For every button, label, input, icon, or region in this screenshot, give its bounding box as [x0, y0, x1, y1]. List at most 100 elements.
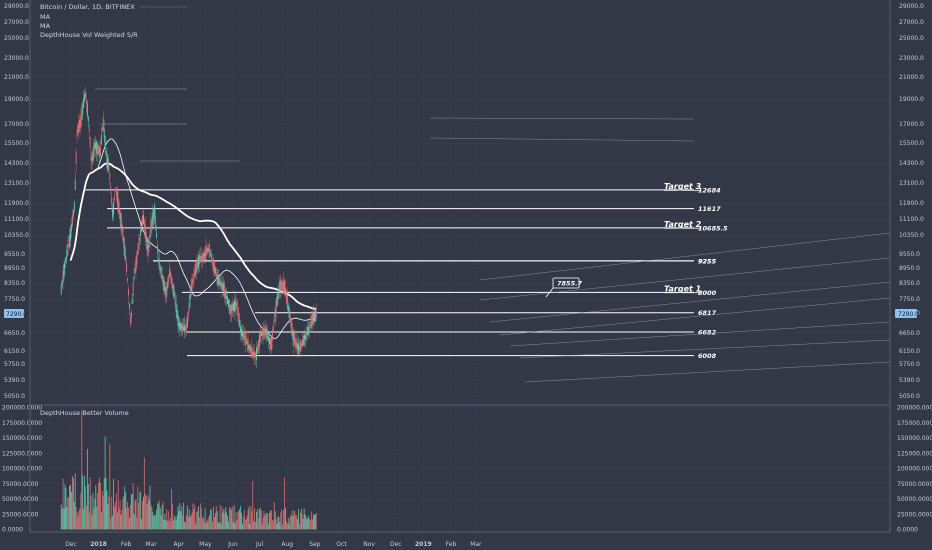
volume-bar: [193, 508, 195, 530]
volume-bar: [290, 515, 292, 530]
volume-bar: [114, 506, 115, 530]
candle-body: [206, 248, 208, 255]
y-tick-label-right: 13100.0: [899, 180, 924, 187]
candle-body: [173, 292, 175, 299]
volume-bar: [152, 511, 154, 530]
volume-bar: [135, 499, 137, 530]
candle-body: [304, 335, 306, 340]
candle-body: [254, 352, 256, 358]
volume-bar: [178, 510, 180, 530]
y-tick-label-right: 21000.0: [899, 74, 924, 81]
volume-bar: [282, 524, 284, 530]
candle-body: [199, 255, 201, 263]
volume-bar: [275, 518, 277, 530]
candle-body: [201, 254, 203, 262]
volume-bar: [307, 517, 309, 530]
candle-body: [299, 345, 300, 351]
candle-body: [130, 313, 132, 318]
volume-bar: [65, 487, 67, 530]
x-tick-label: Sep: [309, 541, 321, 548]
candle-body: [232, 303, 234, 311]
candle-body: [128, 289, 129, 296]
candle-body: [131, 299, 133, 305]
candle-body: [164, 286, 166, 292]
volume-bar: [215, 506, 217, 530]
volume-label[interactable]: DepthHouse Better Volume: [40, 409, 129, 417]
candle-body: [199, 255, 200, 265]
x-tick-label: Mar: [145, 541, 157, 548]
volume-bar: [276, 523, 278, 530]
volume-bar: [177, 506, 179, 530]
candle-body: [202, 253, 204, 262]
volume-bar: [143, 457, 145, 530]
candle-body: [78, 119, 80, 133]
candle-body: [248, 345, 250, 349]
candle-body: [212, 260, 214, 263]
level-value-label: 11617: [698, 205, 721, 213]
volume-bar: [263, 510, 265, 530]
volume-bar: [289, 516, 291, 530]
candle-body: [142, 215, 143, 226]
candle-body: [159, 266, 161, 271]
y-tick-label-left: 9550.0: [4, 251, 25, 258]
volume-bar: [185, 515, 187, 530]
volume-bar: [145, 495, 147, 530]
candle-body: [86, 103, 88, 116]
ma-slow-line: [69, 162, 317, 310]
legend-ma-1[interactable]: MA: [40, 13, 51, 21]
volume-bar: [141, 519, 143, 530]
candle-body: [172, 284, 174, 297]
volume-bar: [252, 480, 254, 530]
candle-body: [73, 202, 75, 212]
volume-bar: [185, 522, 186, 530]
volume-bar: [264, 515, 266, 530]
candle-body: [278, 289, 280, 293]
volume-bar: [186, 505, 188, 530]
volume-bar: [188, 509, 190, 530]
y-tick-label-right: 10350.0: [899, 232, 924, 239]
volume-bar: [142, 496, 144, 530]
y-tick-label-left: 10350.0: [4, 232, 29, 239]
y-tick-label-right: 5750.0: [899, 361, 920, 368]
volume-bar: [182, 515, 184, 530]
vol-tick-label-left: 0.0000: [2, 527, 23, 534]
vol-tick-label-right: 200000.0000: [897, 405, 932, 412]
candle-body: [64, 260, 66, 268]
vol-tick-label-left: 75000.0000: [2, 481, 38, 488]
x-tick-label: Dec: [390, 541, 402, 548]
candle-body: [203, 252, 205, 261]
candle-body: [144, 224, 146, 239]
volume-bar: [203, 521, 205, 530]
volume-bar: [254, 508, 256, 530]
volume-bar: [122, 498, 124, 530]
candle-body: [178, 323, 180, 328]
candle-body: [187, 310, 189, 317]
volume-bar: [86, 448, 88, 530]
volume-bar: [160, 515, 162, 530]
volume-bar: [92, 492, 94, 530]
y-tick-label-left: 7750.0: [4, 296, 25, 303]
candle-body: [112, 209, 114, 218]
volume-bar: [197, 510, 199, 530]
volume-bar: [270, 510, 272, 530]
volume-bar: [146, 504, 148, 530]
legend-ma-2[interactable]: MA: [40, 22, 51, 30]
y-tick-label-right: 6150.0: [899, 348, 920, 355]
volume-bar: [202, 516, 204, 530]
volume-bar: [239, 509, 241, 530]
vol-tick-label-left: 25000.0000: [2, 511, 38, 518]
candle-body: [204, 253, 206, 257]
volume-bar: [189, 516, 191, 530]
callout-box: [552, 277, 580, 289]
volume-bar: [100, 512, 102, 530]
candle-body: [288, 307, 290, 319]
legend-indicator[interactable]: DepthHouse Vol Weighted S/R: [40, 31, 138, 39]
candle-body: [111, 196, 113, 204]
candle-body: [287, 304, 289, 310]
volume-bar: [60, 504, 62, 530]
candle-body: [310, 322, 312, 327]
candle-body: [216, 275, 218, 280]
volume-bar: [63, 508, 65, 530]
callout-text: 7855.7: [557, 280, 583, 288]
